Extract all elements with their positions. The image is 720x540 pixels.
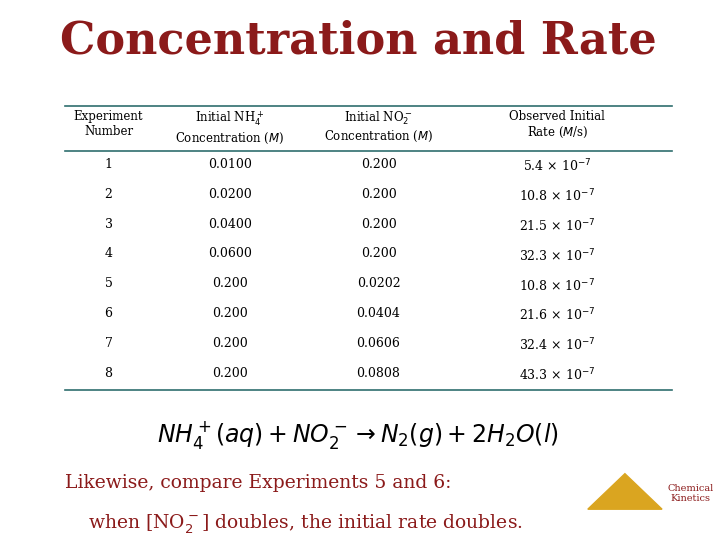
Text: 2: 2 — [104, 188, 112, 201]
Text: 0.0100: 0.0100 — [208, 158, 252, 171]
Text: 21.5 × 10$^{-7}$: 21.5 × 10$^{-7}$ — [519, 218, 595, 234]
Text: Observed Initial
Rate ($M$/s): Observed Initial Rate ($M$/s) — [510, 110, 606, 140]
Text: Experiment
Number: Experiment Number — [73, 110, 143, 138]
Text: Likewise, compare Experiments 5 and 6:: Likewise, compare Experiments 5 and 6: — [65, 474, 451, 492]
Text: 0.200: 0.200 — [212, 367, 248, 380]
Text: Initial NH$_4^+$
Concentration ($M$): Initial NH$_4^+$ Concentration ($M$) — [176, 110, 284, 146]
Text: Initial NO$_2^-$
Concentration ($M$): Initial NO$_2^-$ Concentration ($M$) — [324, 110, 433, 144]
Text: 10.8 × 10$^{-7}$: 10.8 × 10$^{-7}$ — [519, 188, 595, 205]
Text: 0.0808: 0.0808 — [356, 367, 400, 380]
Text: 5: 5 — [104, 277, 112, 290]
Text: 0.0600: 0.0600 — [208, 247, 252, 260]
Text: 0.200: 0.200 — [212, 337, 248, 350]
Text: 32.4 × 10$^{-7}$: 32.4 × 10$^{-7}$ — [519, 337, 595, 353]
Text: 0.200: 0.200 — [361, 158, 397, 171]
Text: Concentration and Rate: Concentration and Rate — [60, 19, 657, 63]
Text: 0.200: 0.200 — [212, 277, 248, 290]
Text: 32.3 × 10$^{-7}$: 32.3 × 10$^{-7}$ — [519, 247, 595, 264]
Text: 0.200: 0.200 — [361, 188, 397, 201]
Text: 0.200: 0.200 — [361, 218, 397, 231]
Text: 0.0200: 0.0200 — [208, 188, 252, 201]
Text: 0.200: 0.200 — [212, 307, 248, 320]
Text: 43.3 × 10$^{-7}$: 43.3 × 10$^{-7}$ — [519, 367, 595, 383]
Text: 0.0606: 0.0606 — [356, 337, 400, 350]
Text: $NH_4^+(aq) + NO_2^- \rightarrow N_2(g) + 2H_2O(l)$: $NH_4^+(aq) + NO_2^- \rightarrow N_2(g) … — [158, 419, 559, 451]
Text: 3: 3 — [104, 218, 112, 231]
Text: when [NO$_2^-$] doubles, the initial rate doubles.: when [NO$_2^-$] doubles, the initial rat… — [89, 513, 523, 536]
Text: 21.6 × 10$^{-7}$: 21.6 × 10$^{-7}$ — [519, 307, 595, 323]
Text: 4: 4 — [104, 247, 112, 260]
Text: 0.200: 0.200 — [361, 247, 397, 260]
Text: 0.0400: 0.0400 — [208, 218, 252, 231]
Text: 8: 8 — [104, 367, 112, 380]
Text: 0.0202: 0.0202 — [356, 277, 400, 290]
Text: Chemical
Kinetics: Chemical Kinetics — [667, 483, 714, 503]
Text: 6: 6 — [104, 307, 112, 320]
Text: 0.0404: 0.0404 — [356, 307, 400, 320]
Text: 7: 7 — [104, 337, 112, 350]
Text: 10.8 × 10$^{-7}$: 10.8 × 10$^{-7}$ — [519, 277, 595, 294]
Polygon shape — [588, 474, 662, 509]
Text: 1: 1 — [104, 158, 112, 171]
Text: 5.4 × 10$^{-7}$: 5.4 × 10$^{-7}$ — [523, 158, 592, 175]
